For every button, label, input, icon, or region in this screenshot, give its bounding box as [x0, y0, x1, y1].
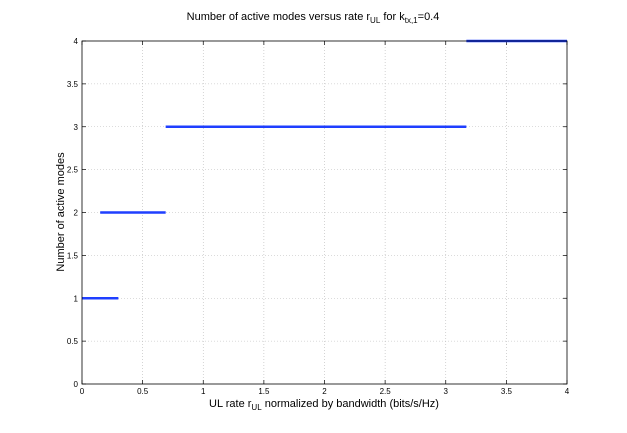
x-tick-label: 2.5	[380, 387, 392, 396]
x-tick-label: 4	[565, 387, 570, 396]
y-tick-label: 2	[74, 209, 79, 218]
x-tick-label: 1.5	[258, 387, 270, 396]
x-tick-label: 0	[80, 387, 85, 396]
y-tick-label: 3.5	[67, 80, 79, 89]
x-axis-title: UL rate rUL normalized by bandwidth (bit…	[209, 398, 439, 412]
x-tick-label: 2	[322, 387, 327, 396]
x-tick-label: 3	[444, 387, 449, 396]
grid-lines	[82, 41, 567, 384]
x-tick-label: 3.5	[501, 387, 513, 396]
x-tick-label: 0.5	[137, 387, 149, 396]
y-tick-label: 1.5	[67, 251, 79, 260]
y-tick-label: 0	[74, 380, 79, 389]
y-tick-label: 2.5	[67, 166, 79, 175]
chart-title: Number of active modes versus rate rUL f…	[187, 11, 440, 25]
y-tick-label: 0.5	[67, 337, 79, 346]
y-tick-label: 3	[74, 123, 79, 132]
axes-box	[81, 40, 568, 385]
x-tick-label: 1	[201, 387, 206, 396]
y-tick-label: 1	[74, 294, 79, 303]
tick-labels: 0 0.5 1 1.5 2 2.5 3 3.5 4 0 0.5 1 1.5 2 2.5 3 3.5 4	[67, 37, 570, 396]
y-axis-title: Number of active modes	[55, 152, 67, 272]
y-tick-label: 4	[74, 37, 79, 46]
